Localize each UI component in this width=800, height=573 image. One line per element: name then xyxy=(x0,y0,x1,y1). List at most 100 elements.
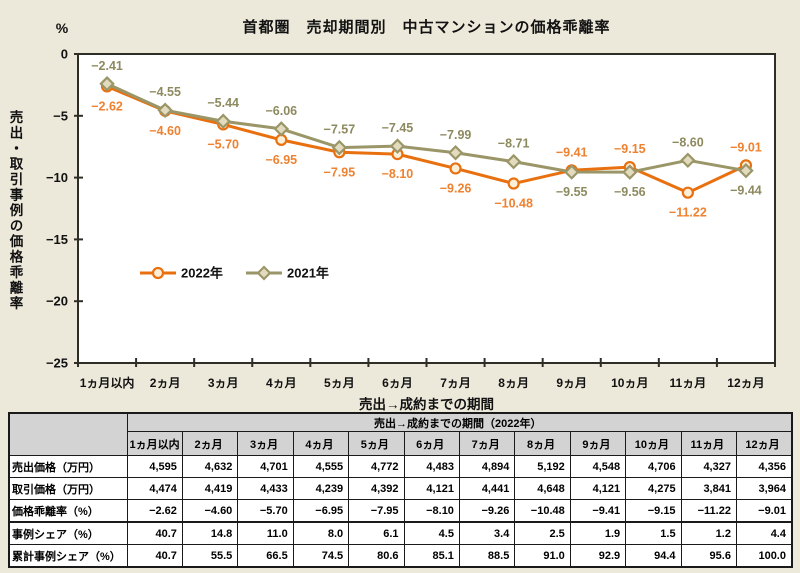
legend-marker xyxy=(151,266,165,280)
table-cell: 3,964 xyxy=(735,477,793,500)
table-cell: 4,121 xyxy=(403,477,460,500)
legend-marker xyxy=(256,265,272,281)
data-point-marker xyxy=(157,102,173,118)
table-cell: 4.5 xyxy=(403,521,460,545)
data-point-marker xyxy=(449,162,462,175)
table-cell: 66.5 xyxy=(237,544,294,568)
table-row-label: 累計事例シェア（%） xyxy=(8,544,128,568)
table-column-header: 9ヵ月 xyxy=(569,431,627,456)
y-axis-tick-label: −25 xyxy=(46,356,68,371)
table-cell: 4,474 xyxy=(126,477,183,500)
series-line-2021年 xyxy=(106,82,747,174)
table-column-header: 3ヵ月 xyxy=(237,431,294,456)
data-point-label: −5.44 xyxy=(207,96,239,110)
data-point-label: −10.48 xyxy=(494,197,533,211)
x-axis-tick-label: 7ヵ月 xyxy=(440,376,471,390)
data-point-marker xyxy=(447,145,464,161)
line-chart-canvas: 0 −5 −10 −15 −20 −25 1ヵ月以内 2ヵ月 3ヵ月 4ヵ月 5ヵ月 6ヵ月 7ヵ月 8ヵ… xyxy=(46,47,776,390)
table-column-header: 1ヵ月以内 xyxy=(126,431,183,456)
legend-label: 2022年 xyxy=(181,266,223,281)
table-cell: 3.4 xyxy=(458,521,516,545)
table-cell: 4,392 xyxy=(348,477,405,500)
data-point-label: −9.15 xyxy=(614,142,646,156)
x-axis-tick-label: 12ヵ月 xyxy=(727,376,764,390)
table-cell: 4,555 xyxy=(292,455,350,478)
y-axis-tick-label: −20 xyxy=(46,294,68,309)
table-cell: 80.6 xyxy=(348,544,405,568)
table-cell: 88.5 xyxy=(458,544,516,568)
table-span-header: 売出→成約までの期間（2022年） xyxy=(126,412,793,432)
table-cell: 100.0 xyxy=(735,544,793,568)
x-axis-tick-label: 9ヵ月 xyxy=(556,376,587,390)
x-axis-tick-label: 10ヵ月 xyxy=(611,376,648,390)
data-point-marker xyxy=(563,164,580,180)
table-row-label: 売出価格（万円） xyxy=(8,455,128,478)
table-cell: 95.6 xyxy=(680,544,737,568)
table-cell: 92.9 xyxy=(569,544,627,568)
x-axis-tick-label: 4ヵ月 xyxy=(266,376,297,390)
table-row-label: 取引価格（万円） xyxy=(8,477,128,500)
table-cell: −9.01 xyxy=(735,499,793,523)
data-point-label: −9.26 xyxy=(440,181,472,195)
y-axis-tick-label: 0 xyxy=(61,47,68,62)
table-cell: −6.95 xyxy=(292,499,350,523)
table-cell: 4,483 xyxy=(403,455,460,478)
table-column-header: 7ヵ月 xyxy=(458,431,516,456)
data-point-label: −9.44 xyxy=(730,184,762,198)
data-point-label: −9.01 xyxy=(730,140,762,154)
x-axis-tick-label: 11ヵ月 xyxy=(670,376,707,390)
table-cell: 4,632 xyxy=(181,455,239,478)
data-point-label: −6.95 xyxy=(265,153,297,167)
data-point-marker xyxy=(622,164,638,180)
table-column-header: 2ヵ月 xyxy=(181,431,239,456)
x-axis-tick-label: 2ヵ月 xyxy=(150,376,181,390)
table-cell: 1.2 xyxy=(680,521,737,545)
x-axis-tick-label: 3ヵ月 xyxy=(208,376,239,390)
table-cell: 8.0 xyxy=(292,521,350,545)
x-axis-tick-label: 1ヵ月以内 xyxy=(80,375,135,390)
table-cell: 4,772 xyxy=(348,455,405,478)
data-point-label: −7.99 xyxy=(440,128,472,142)
table-cell: 4,441 xyxy=(458,477,516,500)
table-cell: 14.8 xyxy=(181,521,239,545)
table-cell: 4,239 xyxy=(292,477,350,500)
table-column-header: 10ヵ月 xyxy=(625,431,682,456)
data-point-label: −4.60 xyxy=(149,124,181,138)
data-point-label: −9.56 xyxy=(614,185,646,199)
plot-area xyxy=(77,53,776,364)
data-point-marker xyxy=(331,139,348,156)
table-column-header: 8ヵ月 xyxy=(514,431,571,456)
table-column-header: 11ヵ月 xyxy=(680,431,737,456)
data-point-label: −4.55 xyxy=(149,85,181,99)
table-row: 事例シェア（%） 40.7 14.8 11.0 8.0 6.1 4.5 3.4 2.5 1.9 1.… xyxy=(8,521,793,545)
data-point-label: −5.70 xyxy=(207,137,239,151)
x-axis-tick-label: 6ヵ月 xyxy=(382,376,413,390)
y-axis-tick-label: −10 xyxy=(46,170,68,185)
table-column-header: 12ヵ月 xyxy=(735,431,793,456)
data-point-label: −9.41 xyxy=(556,145,588,159)
data-point-marker xyxy=(389,138,406,154)
table-cell: 4,327 xyxy=(680,455,737,478)
data-point-marker xyxy=(680,152,696,169)
data-point-label: −7.45 xyxy=(382,121,414,135)
data-point-marker xyxy=(273,121,290,137)
table-cell: 40.7 xyxy=(126,521,183,545)
y-axis-title: 売出・取引事例の価格乖離率 xyxy=(7,110,23,312)
table-cell: 4,648 xyxy=(514,477,571,500)
legend-item: 2022年 xyxy=(140,266,223,281)
y-axis-unit: % xyxy=(55,20,69,36)
data-point-label: −2.62 xyxy=(91,99,123,113)
data-point-label: −7.95 xyxy=(324,165,356,179)
table-cell: −7.95 xyxy=(348,499,405,523)
data-point-label: −8.60 xyxy=(672,135,704,149)
data-point-label: −8.10 xyxy=(382,167,414,181)
y-axis-tick-label: −5 xyxy=(53,108,68,123)
x-axis-title: 売出→成約までの期間 xyxy=(359,397,494,412)
data-point-label: −7.57 xyxy=(324,123,356,137)
table-cell: 4,706 xyxy=(625,455,682,478)
table-cell: 4,595 xyxy=(126,455,183,478)
x-axis-tick-label: 8ヵ月 xyxy=(498,376,529,390)
table-cell: 85.1 xyxy=(403,544,460,568)
table-cell: 3,841 xyxy=(680,477,737,500)
